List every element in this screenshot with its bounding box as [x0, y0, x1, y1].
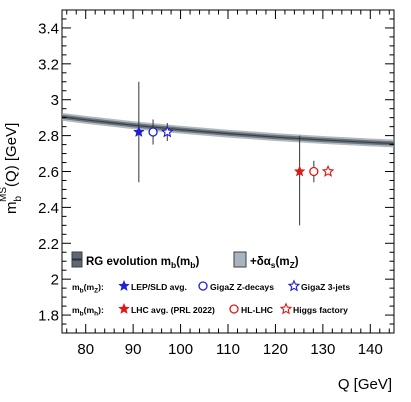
rg-central-line: [61, 116, 395, 145]
x-tick-label: 100: [168, 341, 193, 358]
legend-lhc-avg-label: LHC avg. (PRL 2022): [131, 305, 215, 315]
legend-gigaz-zdecays-label: GigaZ Z-decays: [210, 282, 274, 292]
legend-mh-label: mb(mh):: [72, 305, 104, 318]
point-hl-lhc: [309, 166, 319, 177]
legend-gigaz-3jets-marker: [287, 279, 301, 292]
legend-higgs-factory-marker-glyph: [279, 302, 293, 315]
y-tick-label: 2.4: [38, 200, 59, 217]
y-tick-label: 2.8: [38, 128, 59, 145]
y-tick-label: 1.8: [38, 308, 59, 325]
rg-band-inner: [62, 114, 394, 146]
legend-hl-lhc-label: HL-LHC: [241, 305, 273, 315]
rg-evolution-band: [61, 112, 395, 148]
axis-ticks: 80 90 100 110 120 130 140 1.8 2 2.2 2.4 2.6 2.8 3 3.2 3…: [38, 9, 394, 358]
data-points: [132, 81, 335, 226]
legend-hl-lhc-marker-glyph: [229, 304, 239, 314]
legend-gigaz-3jets-marker-glyph: [287, 279, 301, 292]
legend: RG evolution mb(mb) +δαs(mZ) mb(mZ): LEP…: [71, 251, 350, 318]
y-tick-label: 3.2: [38, 56, 59, 73]
point-higgs-factory: [321, 164, 335, 177]
legend-lep-sld-label: LEP/SLD avg.: [131, 282, 187, 292]
point-gigaz-z-decays: [148, 127, 158, 137]
legend-rg-label: RG evolution mb(mb): [86, 256, 199, 270]
point-gigaz-3-jets: [161, 125, 174, 138]
legend-lep-sld-marker-glyph: [118, 279, 130, 291]
legend-mz-label: mb(mZ):: [72, 282, 104, 295]
x-tick-label: 120: [263, 341, 288, 358]
legend-gigaz-3jets-label: GigaZ 3-jets: [301, 282, 350, 292]
x-tick-label: 130: [310, 341, 335, 358]
legend-hl-lhc-marker: [229, 304, 239, 314]
y-tick-label: 2.2: [38, 236, 59, 253]
y-tick-label: 3: [51, 92, 59, 109]
x-tick-label: 90: [125, 341, 142, 358]
legend-gigaz-zdecays-marker: [198, 281, 208, 291]
y-axis-title: mbMS(Q) [GeV]: [0, 123, 24, 214]
legend-alpha-label: +δαs(mZ): [250, 256, 299, 270]
point-lhc-avg-prl-2022: [293, 165, 306, 177]
x-tick-label: 110: [216, 341, 240, 358]
y-tick-label: 2.6: [38, 164, 59, 181]
legend-lep-sld-marker: [118, 279, 130, 291]
x-axis-title: Q [GeV]: [338, 376, 392, 393]
x-tick-label: 80: [77, 341, 94, 358]
legend-higgs-factory-marker: [279, 302, 293, 315]
y-tick-label: 3.4: [38, 20, 59, 37]
legend-higgs-factory-label: Higgs factory: [293, 305, 348, 315]
legend-lhc-avg-marker: [118, 302, 130, 314]
point-lep-sld-avg: [132, 125, 145, 138]
legend-alpha-swatch: [233, 251, 247, 268]
x-tick-label: 140: [358, 341, 383, 358]
legend-lhc-avg-marker-glyph: [118, 302, 130, 314]
y-tick-label: 2: [51, 272, 59, 289]
legend-gigaz-zdecays-marker-glyph: [198, 281, 208, 291]
